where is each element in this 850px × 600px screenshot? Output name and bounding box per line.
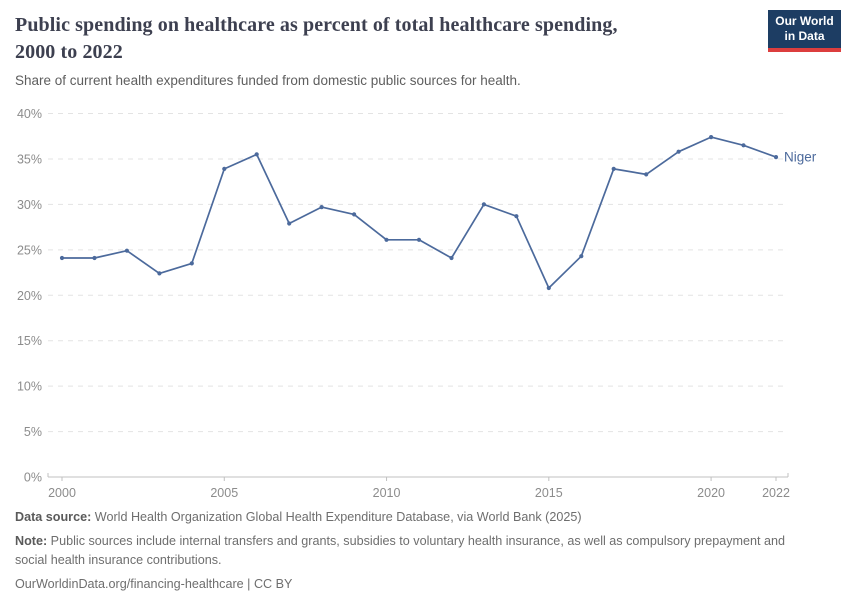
line-chart[interactable]: 0% 5% 10% 15% 20% 25% 30% 35% 40% 2000 2005 2010 201… xyxy=(0,100,850,500)
data-point xyxy=(741,143,746,148)
owid-logo-line1: Our World xyxy=(775,13,834,28)
data-point xyxy=(124,248,129,253)
y-tick-label: 30% xyxy=(17,198,42,212)
y-tick-label: 0% xyxy=(24,471,42,485)
data-source-text: World Health Organization Global Health … xyxy=(91,510,582,524)
data-point xyxy=(157,271,162,276)
x-tick-label: 2000 xyxy=(48,486,76,500)
data-point xyxy=(384,237,389,242)
chart-title: Public spending on healthcare as percent… xyxy=(15,14,618,63)
x-tick-label: 2022 xyxy=(762,486,790,500)
data-source-label: Data source: xyxy=(15,510,92,524)
y-tick-label: 20% xyxy=(17,289,42,303)
data-point xyxy=(773,155,779,160)
data-point xyxy=(546,285,551,291)
x-tick-label: 2010 xyxy=(373,486,401,500)
data-point xyxy=(611,166,616,171)
data-point xyxy=(676,149,681,154)
data-point xyxy=(644,172,649,177)
note-line: Note: Public sources include internal tr… xyxy=(15,532,820,569)
owid-logo-line2: in Data xyxy=(784,29,825,43)
data-point xyxy=(59,255,65,261)
x-tick-label: 2015 xyxy=(535,486,563,500)
y-tick-label: 40% xyxy=(17,107,42,121)
data-point xyxy=(92,255,97,261)
chart-footer: Data source: World Health Organization G… xyxy=(15,508,820,599)
data-point xyxy=(287,221,292,226)
y-tick-label: 35% xyxy=(17,152,42,166)
data-point xyxy=(189,261,194,266)
data-point xyxy=(709,135,714,140)
data-point xyxy=(222,166,227,171)
note-label: Note: xyxy=(15,534,48,549)
y-tick-label: 15% xyxy=(17,334,42,348)
data-point xyxy=(319,205,324,210)
x-tick-label: 2005 xyxy=(210,486,238,500)
data-point xyxy=(514,214,519,219)
note-text: Public sources include internal transfer… xyxy=(15,534,786,567)
attribution-line: OurWorldinData.org/financing-healthcare … xyxy=(15,575,820,593)
attribution-link[interactable]: OurWorldinData.org/financing-healthcare … xyxy=(15,576,293,591)
data-point xyxy=(254,152,259,157)
y-tick-label: 25% xyxy=(17,243,42,257)
y-tick-label: 10% xyxy=(17,380,42,394)
chart-subtitle: Share of current health expenditures fun… xyxy=(15,73,521,88)
data-line xyxy=(61,136,777,289)
data-point xyxy=(352,212,357,217)
data-source-line: Data source: World Health Organization G… xyxy=(15,508,820,526)
owid-logo[interactable]: Our World in Data xyxy=(768,10,841,52)
series-end-label: Niger xyxy=(784,150,817,165)
x-tick-label: 2020 xyxy=(697,486,725,500)
data-point xyxy=(416,237,422,242)
data-point xyxy=(481,202,486,207)
y-tick-label: 5% xyxy=(24,425,42,439)
data-point xyxy=(449,255,454,261)
data-point xyxy=(579,254,584,259)
